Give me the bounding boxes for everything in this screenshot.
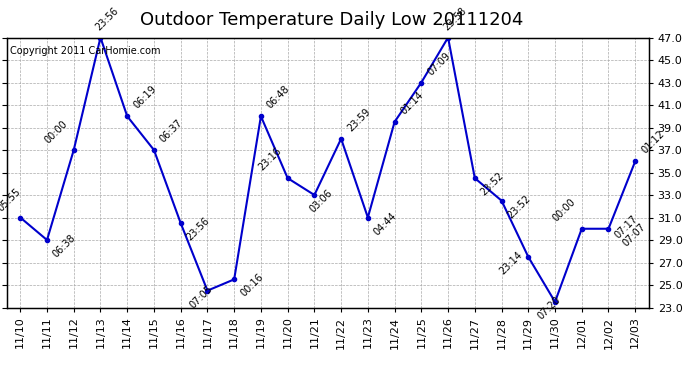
Text: 23:14: 23:14 [497, 249, 524, 276]
Text: 06:37: 06:37 [158, 118, 185, 144]
Text: 23:58: 23:58 [441, 5, 468, 32]
Text: 07:17
07:07: 07:17 07:07 [613, 213, 648, 248]
Text: 07:05: 07:05 [188, 283, 215, 310]
Text: 00:16: 00:16 [238, 272, 265, 299]
Text: Outdoor Temperature Daily Low 20111204: Outdoor Temperature Daily Low 20111204 [139, 11, 523, 29]
Text: 23:59: 23:59 [345, 106, 372, 133]
Text: 06:38: 06:38 [51, 233, 78, 260]
Text: 04:44: 04:44 [372, 210, 399, 237]
Text: 23:16: 23:16 [257, 146, 284, 172]
Text: 01:14: 01:14 [399, 90, 426, 116]
Text: Copyright 2011 CarHomie.com: Copyright 2011 CarHomie.com [10, 46, 161, 56]
Text: 05:55: 05:55 [0, 186, 22, 213]
Text: 23:52: 23:52 [506, 193, 533, 220]
Text: 07:20: 07:20 [535, 294, 562, 321]
Text: 00:00: 00:00 [551, 196, 578, 223]
Text: 23:52: 23:52 [479, 171, 506, 198]
Text: 00:00: 00:00 [43, 119, 70, 146]
Text: 06:48: 06:48 [265, 84, 292, 111]
Text: 23:56: 23:56 [94, 5, 121, 32]
Text: 03:06: 03:06 [308, 188, 334, 214]
Text: 07:09: 07:09 [426, 50, 452, 77]
Text: 01:12: 01:12 [640, 129, 666, 156]
Text: 23:56: 23:56 [185, 216, 212, 243]
Text: 06:19: 06:19 [131, 84, 158, 111]
